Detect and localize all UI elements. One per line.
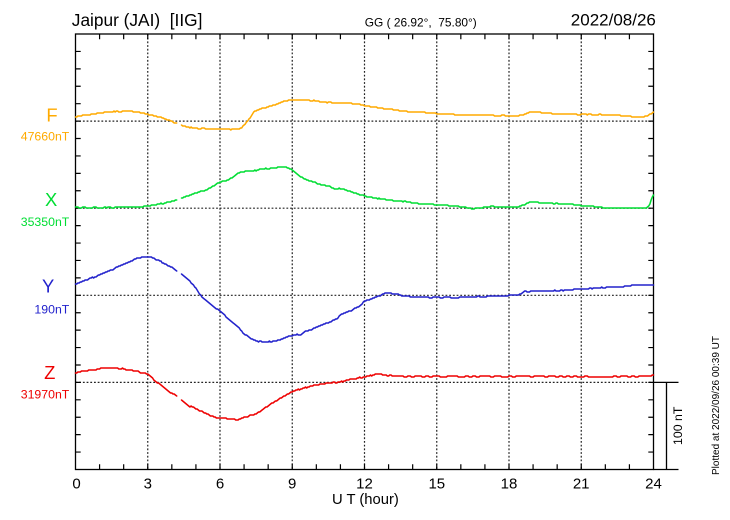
- svg-text:12: 12: [356, 476, 373, 493]
- svg-text:0: 0: [72, 476, 80, 493]
- svg-text:18: 18: [501, 476, 518, 493]
- svg-text:6: 6: [216, 476, 224, 493]
- svg-text:Y: Y: [42, 275, 54, 296]
- svg-text:190nT: 190nT: [34, 303, 69, 317]
- svg-text:24: 24: [645, 476, 662, 493]
- svg-text:2022/08/26: 2022/08/26: [571, 11, 656, 30]
- svg-text:15: 15: [428, 476, 445, 493]
- svg-text:F: F: [46, 105, 57, 126]
- svg-text:Jaipur (JAI) [IIG]: Jaipur (JAI) [IIG]: [72, 10, 203, 30]
- svg-text:9: 9: [288, 476, 296, 493]
- svg-text:31970nT: 31970nT: [21, 388, 70, 402]
- svg-text:Plotted at 2022/09/26 00:39 UT: Plotted at 2022/09/26 00:39 UT: [711, 336, 722, 475]
- svg-text:X: X: [45, 189, 57, 210]
- svg-text:21: 21: [573, 476, 590, 493]
- svg-text:GG ( 26.92°, 75.80°): GG ( 26.92°, 75.80°): [365, 16, 477, 30]
- svg-text:47660nT: 47660nT: [21, 129, 70, 143]
- svg-text:U T (hour): U T (hour): [332, 492, 399, 508]
- svg-text:3: 3: [144, 476, 152, 493]
- svg-text:100 nT: 100 nT: [671, 406, 685, 445]
- svg-text:35350nT: 35350nT: [21, 215, 70, 229]
- svg-text:Z: Z: [44, 362, 55, 383]
